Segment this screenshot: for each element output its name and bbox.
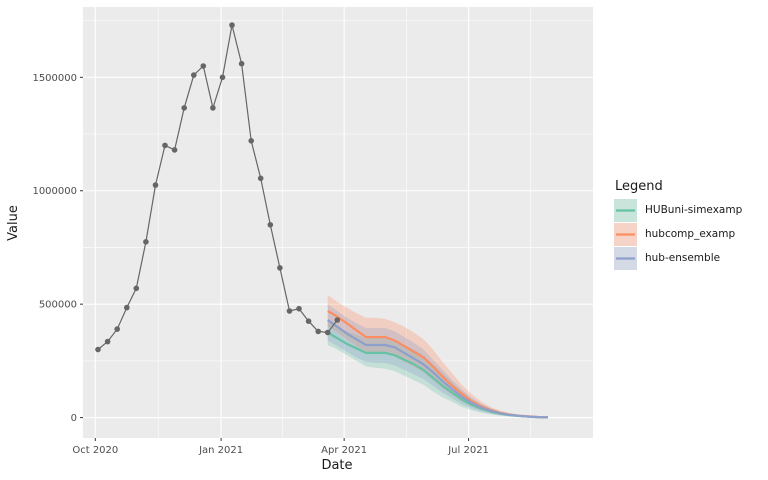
- observed-point: [229, 22, 235, 28]
- x-tick-label: Jul 2021: [447, 445, 489, 456]
- y-tick-label: 0: [71, 413, 77, 424]
- legend: Legend HUBuni-simexamp hubcomp_examp hub…: [614, 179, 743, 270]
- observed-point: [152, 182, 159, 188]
- ribbon-hubcomp_examp: [327, 295, 548, 418]
- observed-point: [143, 239, 149, 245]
- y-axis: 0 500000 1000000 1500000: [32, 73, 83, 424]
- x-tick-label: Apr 2021: [321, 445, 367, 456]
- observed-point: [210, 105, 216, 111]
- forecast-lines: [327, 310, 548, 419]
- y-tick-label: 1000000: [32, 186, 77, 197]
- observed-point: [305, 318, 312, 325]
- x-tick-label: Jan 2021: [198, 445, 243, 456]
- observed-point: [162, 142, 168, 149]
- observed-point: [248, 138, 254, 144]
- line-hub-ensemble: [327, 319, 548, 419]
- observed-point: [133, 285, 140, 292]
- observed-point: [181, 105, 187, 111]
- legend-label-2: hub-ensemble: [645, 252, 720, 264]
- y-tick-label: 1500000: [32, 73, 77, 84]
- observed-point: [114, 326, 120, 332]
- observed-point: [238, 60, 245, 67]
- observed-point: [104, 338, 111, 345]
- plot-panel: [83, 7, 593, 438]
- legend-label-1: hubcomp_examp: [645, 228, 735, 240]
- observed-point: [315, 328, 322, 335]
- x-axis-title: Date: [321, 458, 352, 473]
- observed-point: [95, 346, 101, 353]
- observed-point: [277, 265, 283, 271]
- observed-point: [296, 305, 302, 312]
- grid-minor: [83, 7, 593, 438]
- observed-point: [267, 222, 274, 228]
- observed-point: [191, 72, 197, 78]
- observed-point: [257, 175, 264, 182]
- y-axis-title: Value: [6, 205, 21, 241]
- legend-title: Legend: [615, 179, 663, 194]
- observed-series: [95, 22, 341, 353]
- observed-point: [219, 74, 226, 81]
- x-axis: Oct 2020 Jan 2021 Apr 2021 Jul 2021: [72, 438, 489, 456]
- observed-point: [171, 147, 178, 153]
- grid-major: [83, 7, 593, 438]
- observed-point: [324, 329, 331, 336]
- y-tick-label: 500000: [39, 300, 77, 311]
- observed-point: [286, 308, 293, 314]
- observed-point: [124, 304, 130, 311]
- observed-point: [200, 63, 207, 69]
- x-tick-label: Oct 2020: [72, 445, 118, 456]
- legend-label-0: HUBuni-simexamp: [645, 204, 743, 216]
- ribbon-hub-ensemble: [327, 304, 548, 418]
- observed-point: [334, 317, 341, 323]
